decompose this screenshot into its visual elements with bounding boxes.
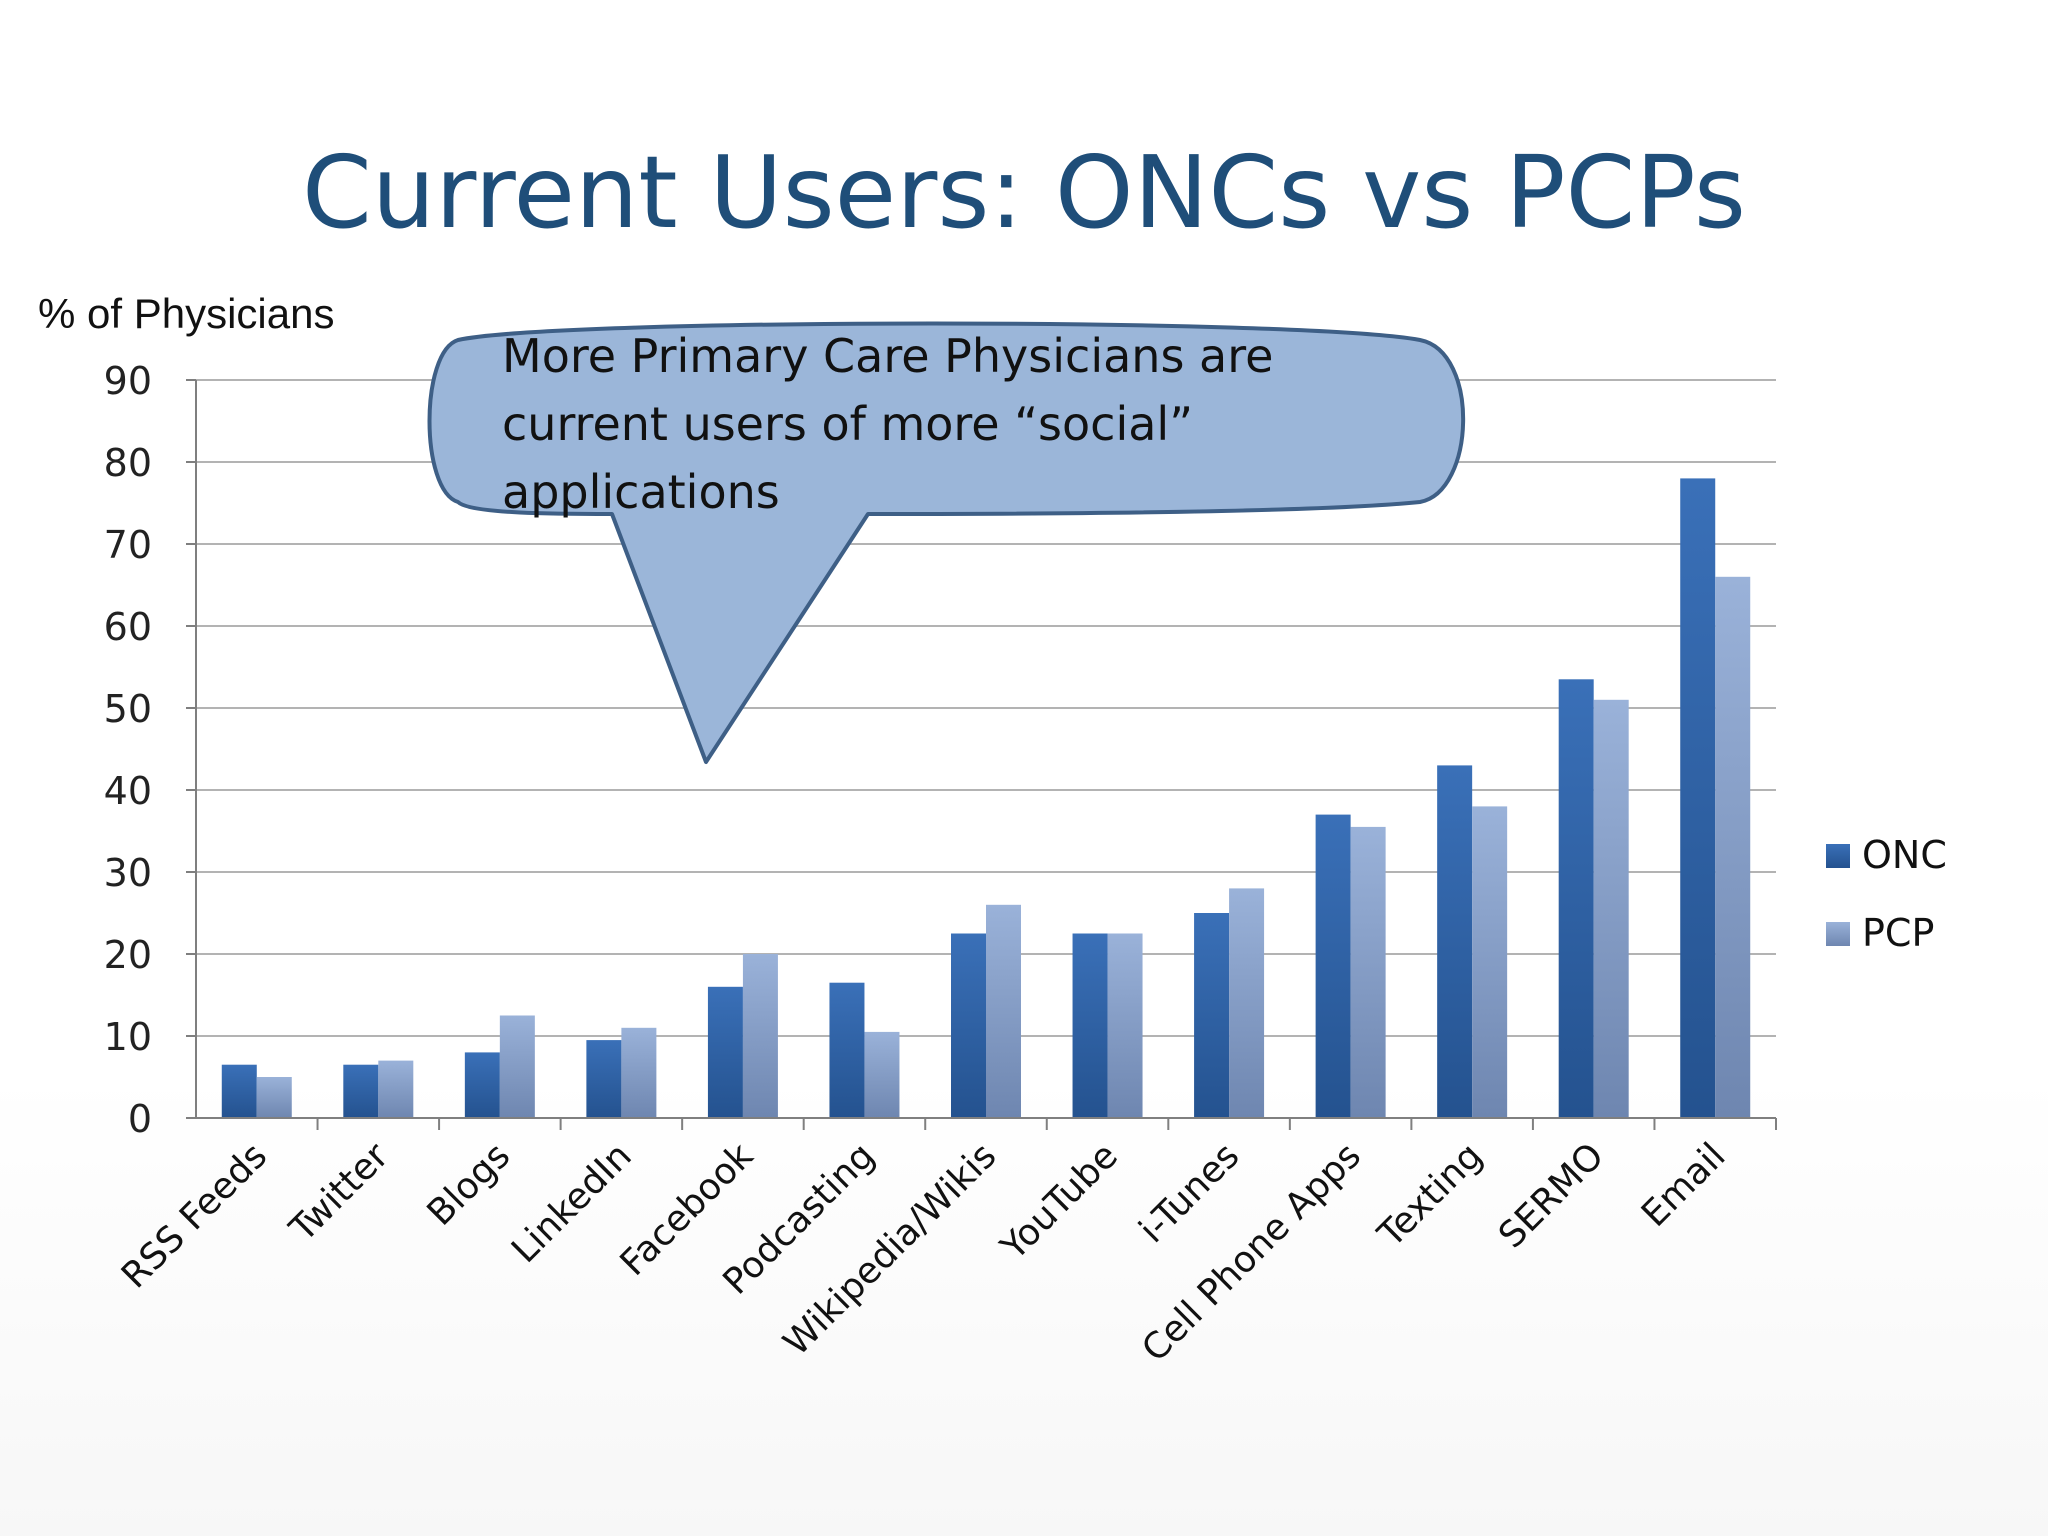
- legend-swatch-pcp: [1826, 922, 1850, 946]
- bar-pcp: [1472, 806, 1508, 1118]
- x-tick-label: Blogs: [420, 1135, 519, 1234]
- bar-onc: [1194, 913, 1230, 1118]
- y-tick-label: 10: [104, 1015, 152, 1059]
- bar-onc: [1680, 478, 1716, 1118]
- callout-text: More Primary Care Physicians are current…: [502, 329, 1274, 519]
- bars: [221, 478, 1751, 1118]
- y-tick-label: 40: [104, 769, 152, 813]
- bar-onc: [1315, 814, 1351, 1118]
- x-tick-label: YouTube: [993, 1135, 1126, 1268]
- bar-onc: [1437, 765, 1473, 1118]
- y-tick-label: 20: [104, 933, 152, 977]
- bar-pcp: [742, 954, 778, 1118]
- y-tick-label: 70: [104, 523, 152, 567]
- bar-onc: [707, 986, 743, 1118]
- bar-pcp: [1593, 699, 1629, 1118]
- y-tick-label: 90: [104, 359, 152, 403]
- bar-onc: [1558, 679, 1594, 1118]
- x-tick-label: SERMO: [1491, 1135, 1612, 1256]
- bar-onc: [586, 1040, 622, 1118]
- bar-pcp: [1715, 576, 1751, 1118]
- bar-onc: [343, 1064, 379, 1118]
- x-tick-label: Twitter: [282, 1135, 397, 1250]
- callout-shape: [427, 321, 1466, 764]
- bar-pcp: [1229, 888, 1265, 1118]
- bar-onc: [1072, 933, 1108, 1118]
- y-tick-label: 60: [104, 605, 152, 649]
- x-tick-label: Wikipedia/Wikis: [776, 1135, 1004, 1363]
- x-tick-label: i-Tunes: [1132, 1135, 1248, 1251]
- bar-onc: [951, 933, 986, 1118]
- bar-pcp: [864, 1031, 900, 1118]
- bar-pcp: [256, 1077, 292, 1118]
- bar-pcp: [621, 1027, 657, 1118]
- bar-onc: [829, 982, 865, 1118]
- bar-pcp: [1350, 826, 1386, 1118]
- bar-onc: [464, 1052, 500, 1118]
- legend-swatch-onc: [1826, 844, 1850, 868]
- legend: ONC PCP: [1826, 833, 1947, 955]
- slide-title: Current Users: ONCs vs PCPs: [302, 134, 1746, 251]
- bar-onc: [221, 1064, 257, 1118]
- x-tick-label: Email: [1634, 1135, 1734, 1235]
- bar-pcp: [499, 1015, 535, 1118]
- bar-pcp: [986, 904, 1021, 1118]
- x-tick-label: Texting: [1370, 1135, 1491, 1256]
- legend-label-onc: ONC: [1862, 833, 1947, 877]
- y-tick-label: 80: [104, 441, 152, 485]
- bar-pcp: [378, 1060, 414, 1118]
- bar-pcp: [1107, 933, 1143, 1118]
- y-tick-label: 30: [104, 851, 152, 895]
- y-tick-label: 0: [128, 1097, 152, 1141]
- callout-bubble: [427, 321, 1466, 764]
- x-tick-label: Cell Phone Apps: [1134, 1135, 1369, 1370]
- y-tick-label: 50: [104, 687, 152, 731]
- x-tick-label: RSS Feeds: [114, 1135, 275, 1296]
- legend-label-pcp: PCP: [1862, 911, 1934, 955]
- y-axis-label: % of Physicians: [38, 290, 335, 337]
